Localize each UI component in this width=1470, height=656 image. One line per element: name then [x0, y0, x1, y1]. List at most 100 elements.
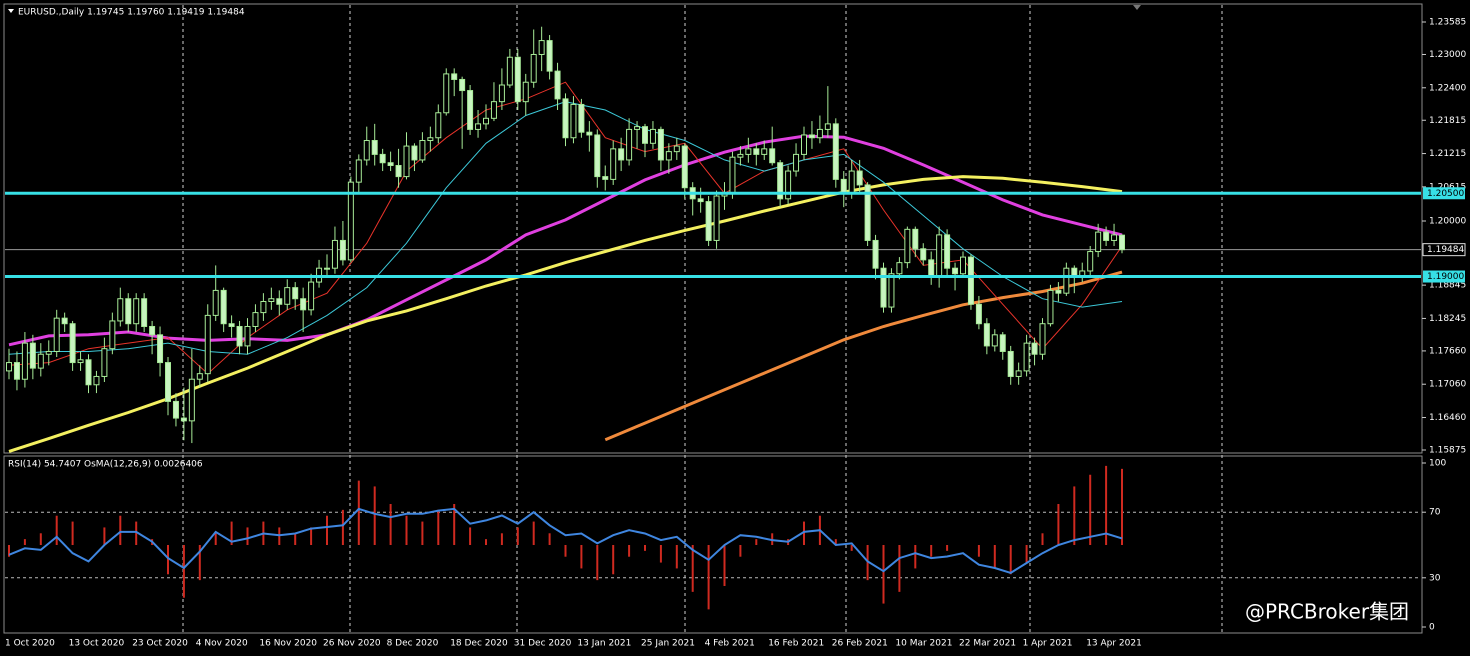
candle-body — [745, 148, 752, 155]
candle-body — [363, 140, 370, 161]
candle-body — [77, 359, 84, 364]
indicator-header: RSI(14) 54.7407 OsMA(12,26,9) 0.0026406 — [8, 460, 203, 470]
candle-body — [324, 267, 330, 270]
candle-body — [196, 373, 203, 380]
candle-body — [618, 148, 625, 161]
candle-body — [387, 162, 394, 166]
candle-body — [975, 303, 982, 325]
candle-body — [697, 198, 704, 203]
candle-body — [602, 176, 609, 180]
candle-body — [610, 148, 617, 180]
candle-body — [713, 195, 720, 241]
candle-body — [904, 228, 911, 264]
x-tick-label: 13 Jan 2021 — [577, 639, 631, 649]
candle-body — [220, 289, 227, 325]
shift-marker — [1133, 5, 1141, 10]
x-tick-label: 1 Oct 2020 — [5, 639, 55, 649]
candle-body — [1047, 289, 1054, 325]
candle-body — [371, 140, 378, 155]
candle-body — [960, 256, 966, 275]
candle-body — [21, 342, 28, 380]
candle-body — [506, 56, 513, 86]
candle-body — [1007, 350, 1014, 377]
candle-body — [705, 201, 712, 241]
candle-body — [172, 400, 179, 419]
y-tick-label: 1.16460 — [1429, 413, 1466, 423]
candle-body — [1119, 234, 1125, 251]
candle-body — [920, 248, 927, 261]
candle-body — [339, 239, 346, 261]
x-tick-label: 13 Apr 2021 — [1086, 639, 1142, 649]
candle-body — [1055, 289, 1062, 294]
candle-body — [212, 289, 219, 316]
candle-body — [276, 298, 283, 305]
candle-body — [824, 123, 831, 130]
candle-body — [522, 81, 529, 103]
current-price-label: 1.19484 — [1427, 245, 1464, 255]
candle-body — [872, 239, 879, 269]
level-box — [1423, 270, 1465, 283]
candle-body — [657, 128, 664, 161]
candle-body — [864, 184, 871, 241]
candle-body — [451, 73, 458, 80]
symbol-menu[interactable] — [8, 9, 14, 13]
candle-body — [395, 164, 402, 178]
candle-body — [435, 112, 442, 139]
candle-body — [37, 353, 44, 369]
candle-body — [896, 262, 903, 275]
candle-body — [403, 145, 410, 178]
x-tick-label: 8 Dec 2020 — [387, 639, 439, 649]
candle-body — [952, 267, 959, 275]
chart-header: EURUSD.,Daily 1.19745 1.19760 1.19419 1.… — [18, 8, 245, 18]
candle-body — [419, 140, 426, 161]
level-label: 1.20500 — [1427, 189, 1464, 199]
candle-body — [467, 90, 474, 130]
candle-body — [109, 320, 116, 350]
candle-body — [1039, 323, 1046, 355]
candle-body — [634, 126, 641, 130]
candle-body — [379, 153, 386, 164]
candle-body — [832, 123, 839, 180]
y-tick-label: 100 — [1429, 459, 1446, 469]
candle-body — [999, 334, 1006, 352]
candle-body — [101, 348, 108, 377]
candle-body — [69, 323, 76, 364]
watermark: @PRCBroker集团 — [1245, 600, 1409, 624]
x-tick-label: 31 Dec 2020 — [514, 639, 572, 649]
candle-body — [459, 78, 466, 92]
candle-body — [761, 148, 768, 155]
candle-body — [284, 287, 291, 305]
candle-body — [753, 148, 760, 155]
candle-body — [85, 359, 92, 386]
x-tick-label: 25 Jan 2021 — [641, 639, 695, 649]
candle-body — [53, 317, 60, 352]
y-tick-label: 30 — [1429, 573, 1441, 583]
candle-body — [665, 151, 672, 161]
candle-body — [729, 156, 736, 194]
level-box — [1423, 187, 1465, 200]
candle-body — [1023, 342, 1030, 372]
x-tick-label: 23 Oct 2020 — [132, 639, 188, 649]
x-tick-label: 16 Nov 2020 — [259, 639, 317, 649]
candle-body — [967, 256, 974, 305]
candle-body — [475, 123, 482, 130]
candle-body — [141, 298, 148, 327]
candle-body — [13, 362, 20, 380]
y-tick-label: 0 — [1429, 623, 1435, 633]
candle-body — [530, 53, 537, 83]
candle-body — [292, 287, 299, 300]
main-panel — [3, 3, 1423, 454]
candle-body — [93, 375, 100, 386]
y-tick-label: 1.21815 — [1429, 116, 1466, 126]
candle-body — [991, 334, 998, 347]
candle-body — [880, 267, 887, 308]
candle-body — [912, 228, 919, 250]
candle-body — [808, 134, 815, 139]
candle-body — [681, 145, 688, 189]
candle-body — [626, 128, 633, 161]
level-label: 1.19000 — [1427, 272, 1464, 282]
candle-body — [801, 134, 807, 155]
candle-body — [268, 298, 275, 303]
candle-body — [1015, 370, 1022, 377]
